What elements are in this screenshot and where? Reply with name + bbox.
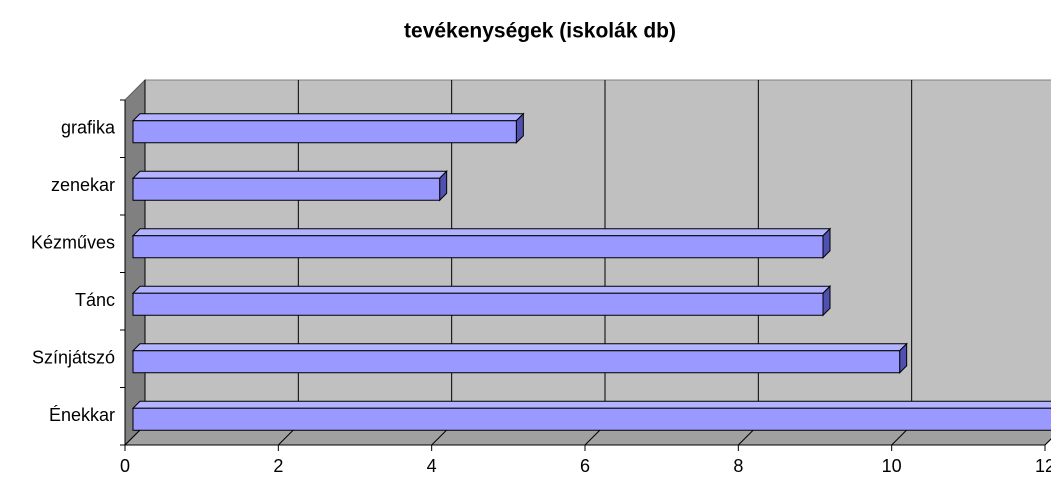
y-tick-label: Kézműves: [31, 233, 115, 253]
x-tick-label: 6: [580, 456, 590, 476]
y-tick-label: Színjátszó: [32, 348, 115, 368]
x-tick-label: 2: [273, 456, 283, 476]
y-tick-label: zenekar: [51, 175, 115, 195]
bar-top: [131, 113, 525, 122]
bar-top: [131, 343, 908, 352]
x-tick-label: 10: [882, 456, 902, 476]
bar: [132, 407, 1051, 431]
y-tick-label: Énekkar: [49, 405, 115, 425]
x-tick-label: 0: [120, 456, 130, 476]
bar: [132, 350, 901, 374]
bar-top: [131, 285, 832, 294]
x-tick-label: 8: [733, 456, 743, 476]
y-tick-label: Tánc: [75, 290, 115, 310]
x-tick-label: 4: [427, 456, 437, 476]
bar: [132, 235, 824, 259]
x-tick-label: 12: [1035, 456, 1051, 476]
bar-top: [131, 400, 1051, 409]
chart-title: tevékenységek (iskolák db): [404, 20, 676, 43]
bar: [132, 120, 517, 144]
y-tick-label: grafika: [61, 118, 116, 138]
bar: [132, 292, 824, 316]
bar-top: [131, 170, 448, 179]
bar-top: [131, 228, 832, 237]
bar: [132, 177, 441, 201]
